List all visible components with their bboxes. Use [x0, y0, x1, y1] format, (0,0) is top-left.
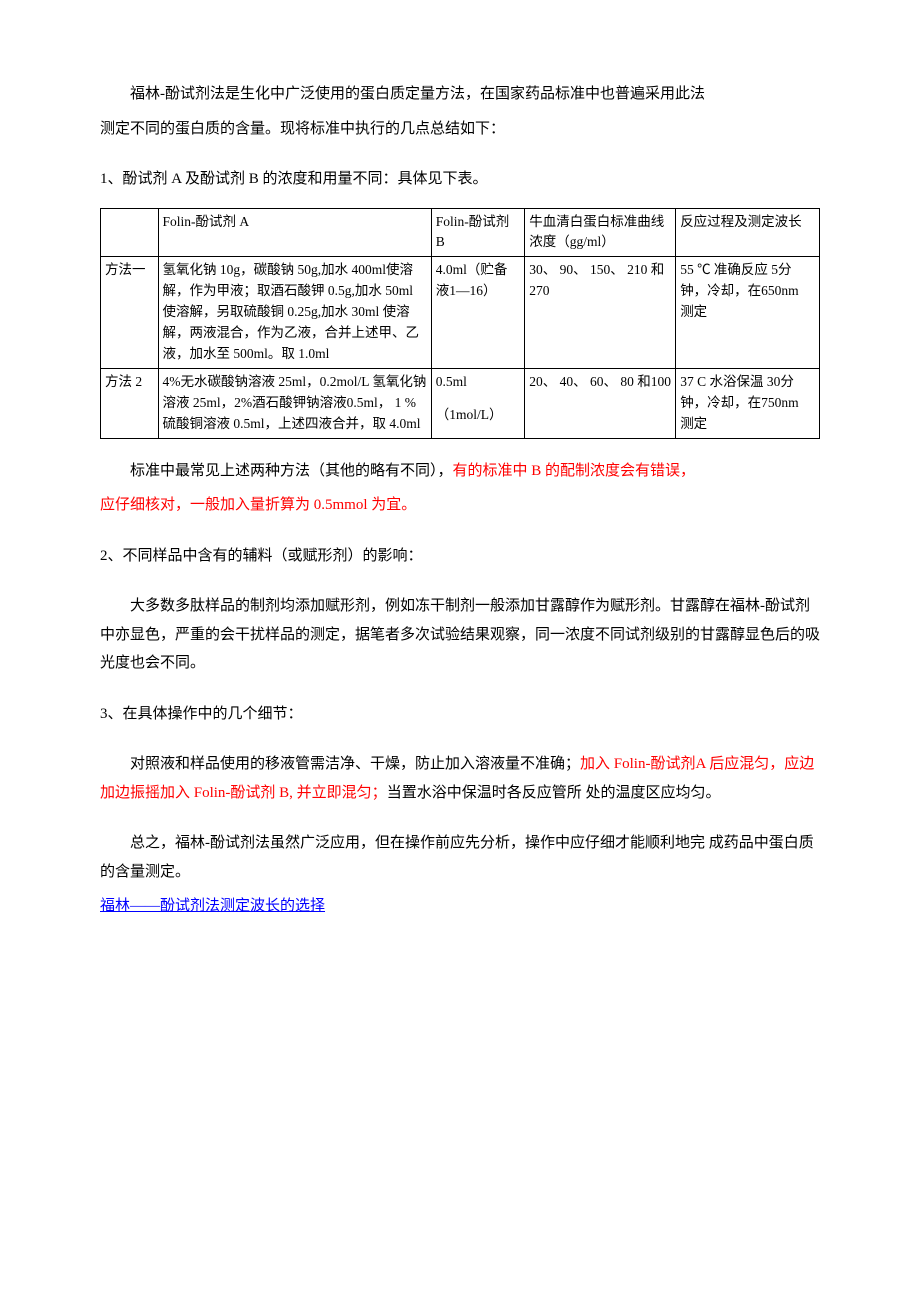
section2-body: 大多数多肽样品的制剂均添加赋形剂，例如冻干制剂一般添加甘露醇作为赋形剂。甘露醇在… — [100, 592, 820, 678]
table-row-method1: 方法一 氢氧化钠 10g，碳酸钠 50g,加水 400ml使溶解，作为甲液；取酒… — [101, 257, 820, 369]
intro-line2: 测定不同的蛋白质的含量。现将标准中执行的几点总结如下： — [100, 115, 820, 144]
cell-m2-b-sub: （1mol/L） — [436, 405, 520, 426]
note-prefix: 标准中最常见上述两种方法（其他的略有不同）， — [130, 463, 453, 479]
section1-title: 1、酚试剂 A 及酚试剂 B 的浓度和用量不同：具体见下表。 — [100, 165, 820, 194]
section2-title: 2、不同样品中含有的辅料（或赋形剂）的影响： — [100, 542, 820, 571]
table-header-row: Folin-酚试剂 A Folin-酚试剂 B 牛血清白蛋白标准曲线浓度（gg/… — [101, 208, 820, 257]
s3-pre: 对照液和样品使用的移液管需洁净、干燥，防止加入溶液量不准确； — [130, 756, 580, 772]
summary: 总之，福林-酚试剂法虽然广泛应用，但在操作前应先分析，操作中应仔细才能顺利地完 … — [100, 829, 820, 886]
section3-body: 对照液和样品使用的移液管需洁净、干燥，防止加入溶液量不准确；加入 Folin-酚… — [100, 750, 820, 807]
cell-m2-a: 4%无水碳酸钠溶液 25ml，0.2mol/L 氢氧化钠溶液 25ml，2%酒石… — [158, 368, 431, 438]
s3-post: 当置水浴中保温时各反应管所 处的温度区应均匀。 — [387, 785, 721, 801]
intro-line1: 福林-酚试剂法是生化中广泛使用的蛋白质定量方法，在国家药品标准中也普遍采用此法 — [100, 80, 820, 109]
cell-m2-b: 0.5ml （1mol/L） — [431, 368, 524, 438]
cell-m1-proc: 55 ℃ 准确反应 5分钟，冷却，在650nm 测定 — [676, 257, 820, 369]
th-curve: 牛血清白蛋白标准曲线浓度（gg/ml） — [525, 208, 676, 257]
cell-m2-curve: 20、 40、 60、 80 和100 — [525, 368, 676, 438]
cell-m2-name: 方法 2 — [101, 368, 159, 438]
cell-m1-b: 4.0ml（贮备液1—16） — [431, 257, 524, 369]
section3-title: 3、在具体操作中的几个细节： — [100, 700, 820, 729]
note-red1: 有的标准中 B 的配制浓度会有错误， — [453, 463, 696, 479]
th-blank — [101, 208, 159, 257]
cell-m2-proc: 37 C 水浴保温 30分钟，冷却，在750nm 测定 — [676, 368, 820, 438]
note-paragraph: 标准中最常见上述两种方法（其他的略有不同），有的标准中 B 的配制浓度会有错误， — [100, 457, 820, 486]
cell-m1-curve: 30、 90、 150、 210 和270 — [525, 257, 676, 369]
th-folin-a: Folin-酚试剂 A — [158, 208, 431, 257]
th-process: 反应过程及测定波长 — [676, 208, 820, 257]
note-red-line2: 应仔细核对，一般加入量折算为 0.5mmol 为宜。 — [100, 491, 820, 520]
th-folin-b: Folin-酚试剂 B — [431, 208, 524, 257]
table-row-method2: 方法 2 4%无水碳酸钠溶液 25ml，0.2mol/L 氢氧化钠溶液 25ml… — [101, 368, 820, 438]
reference-link[interactable]: 福林——酚试剂法测定波长的选择 — [100, 892, 820, 921]
cell-m1-name: 方法一 — [101, 257, 159, 369]
link-text[interactable]: 福林——酚试剂法测定波长的选择 — [100, 898, 325, 914]
note-red2: 应仔细核对，一般加入量折算为 0.5mmol 为宜。 — [100, 497, 416, 513]
methods-table: Folin-酚试剂 A Folin-酚试剂 B 牛血清白蛋白标准曲线浓度（gg/… — [100, 208, 820, 439]
cell-m1-a: 氢氧化钠 10g，碳酸钠 50g,加水 400ml使溶解，作为甲液；取酒石酸钾 … — [158, 257, 431, 369]
cell-m2-b-main: 0.5ml — [436, 372, 520, 393]
